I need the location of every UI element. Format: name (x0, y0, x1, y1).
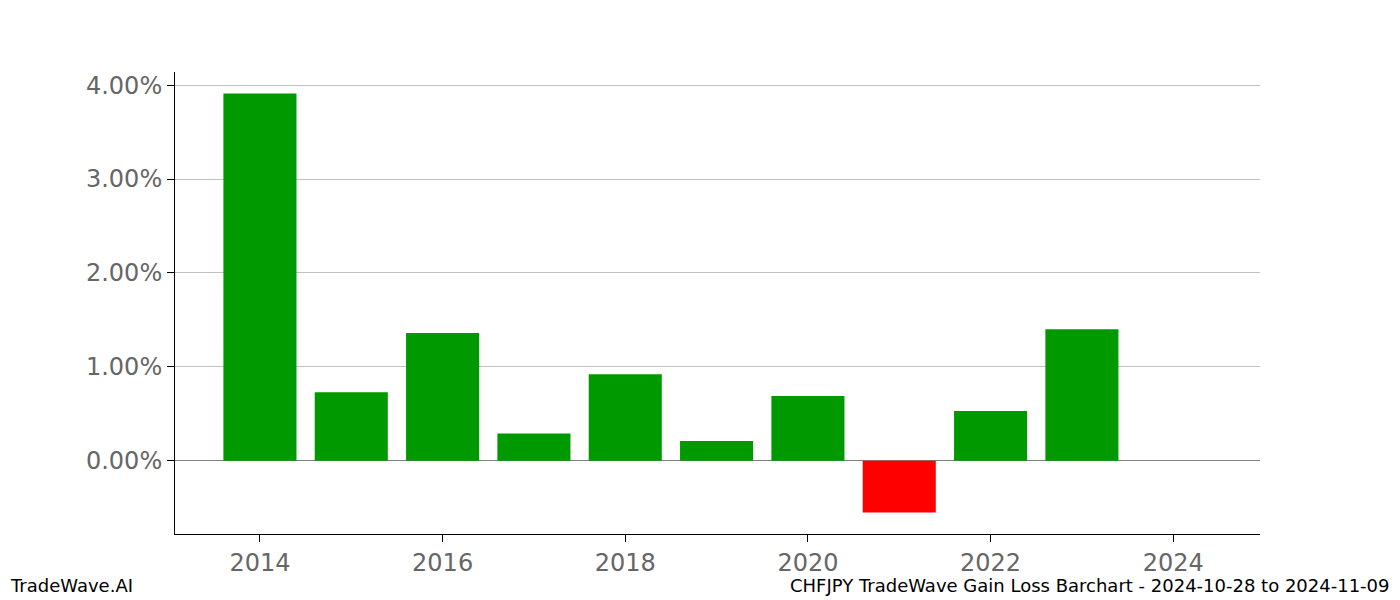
svg-text:2016: 2016 (412, 549, 473, 577)
svg-text:2.00%: 2.00% (86, 259, 162, 287)
svg-text:2014: 2014 (229, 549, 290, 577)
svg-text:4.00%: 4.00% (86, 72, 162, 100)
svg-text:1.00%: 1.00% (86, 353, 162, 381)
svg-text:CHFJPY TradeWave Gain Loss Bar: CHFJPY TradeWave Gain Loss Barchart - 20… (790, 575, 1390, 596)
svg-text:2020: 2020 (777, 549, 838, 577)
svg-text:2022: 2022 (960, 549, 1021, 577)
svg-text:3.00%: 3.00% (86, 165, 162, 193)
svg-text:2018: 2018 (595, 549, 656, 577)
svg-text:2024: 2024 (1143, 549, 1204, 577)
svg-text:0.00%: 0.00% (86, 447, 162, 475)
svg-text:TradeWave.AI: TradeWave.AI (10, 575, 133, 596)
